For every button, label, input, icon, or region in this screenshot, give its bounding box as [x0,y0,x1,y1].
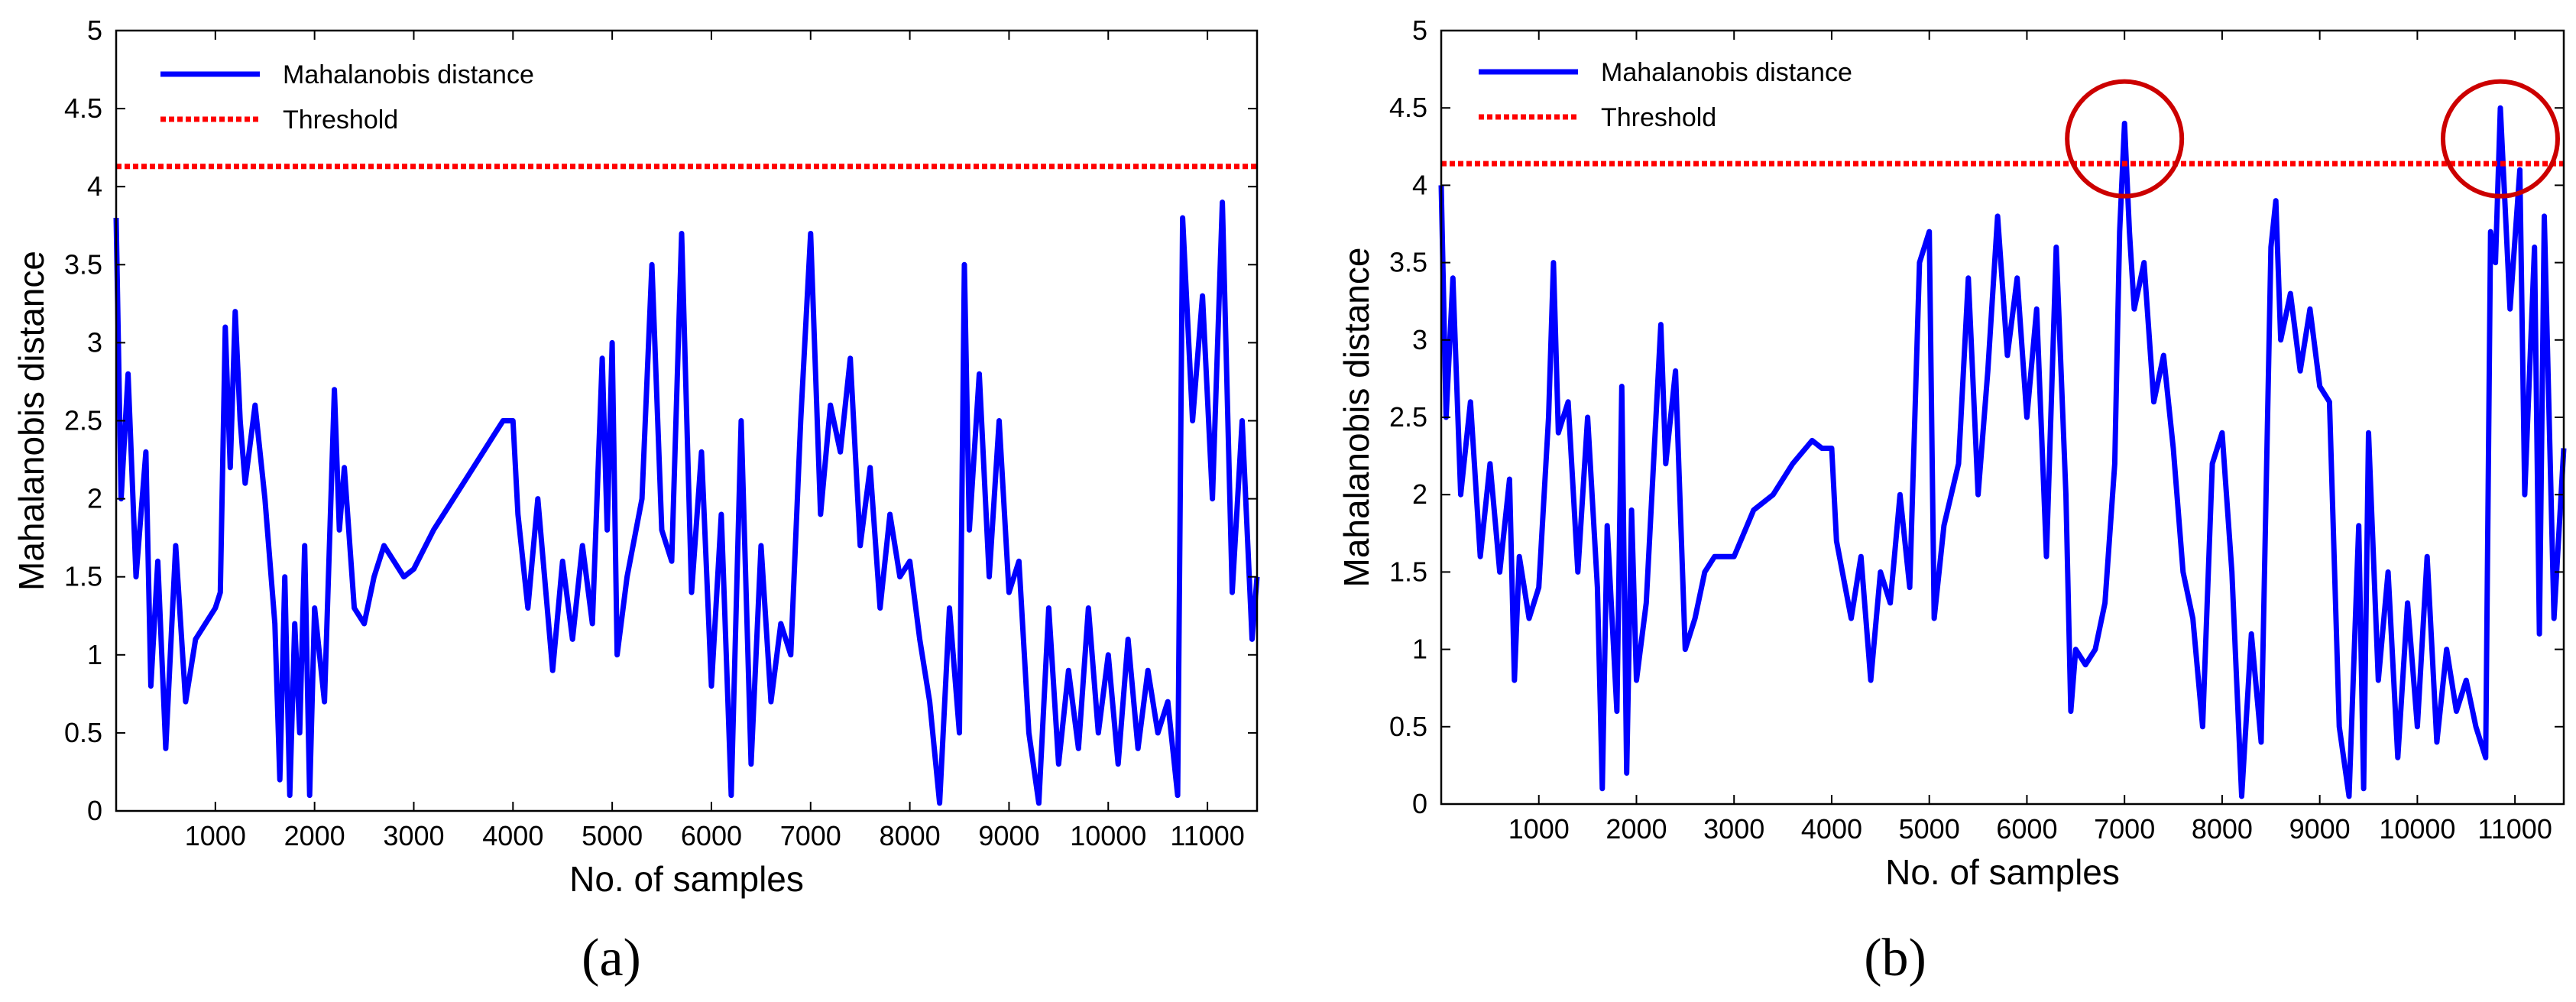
x-tick-label: 9000 [978,820,1039,851]
annotation-circle [2065,79,2185,199]
y-tick-label: 3.5 [1389,247,1427,278]
y-tick-label: 2.5 [1389,401,1427,433]
x-tick-label: 10000 [2379,813,2455,845]
panel-a: 1000 2000 3000 4000 5000 6000 7000 8000 9000 1000… [11,15,1260,987]
x-tick-label: 7000 [2094,813,2155,845]
y-tick-label: 0.5 [1389,711,1427,742]
y-tick-label: 5 [1412,15,1427,46]
x-tick-label: 1000 [1508,813,1570,845]
y-tick-label: 2.5 [64,405,102,436]
x-tick-label: 4000 [482,820,543,851]
x-tick-label: 8000 [880,820,941,851]
y-tick-label: 3 [87,326,102,358]
y-tick-label: 3.5 [64,248,102,280]
y-tick-label: 0.5 [64,717,102,748]
x-tick-label: 6000 [681,820,742,851]
annotation-circle [2440,79,2560,199]
x-tick-label: 2000 [1606,813,1667,845]
x-tick-label: 1000 [185,820,246,851]
y-tick-label: 2 [1412,478,1427,510]
y-tick-label: 0 [1412,788,1427,819]
y-tick-label: 3 [1412,324,1427,355]
legend-label: Threshold [283,105,398,135]
y-tick-label: 4.5 [1389,92,1427,123]
panel-b: 1000 2000 3000 4000 5000 6000 7000 8000 9000 1000… [1337,15,2567,987]
legend-label: Mahalanobis distance [283,60,534,89]
y-tick-label: 4.5 [64,92,102,124]
y-tick-label: 1 [1412,634,1427,665]
legend-label: Mahalanobis distance [1601,58,1852,87]
series-line-mahalanobis-distance [113,199,1260,806]
y-tick-label: 0 [87,795,102,826]
panel-caption: (b) [1864,929,1926,987]
x-tick-label: 5000 [1899,813,1960,845]
legend-label: Threshold [1601,103,1716,132]
x-tick-label: 11000 [1170,820,1244,851]
x-tick-label: 3000 [1703,813,1764,845]
y-tick-label: 1.5 [64,561,102,592]
x-tick-label: 3000 [383,820,444,851]
x-axis-label: No. of samples [1885,852,2120,892]
y-axis-label: Mahalanobis distance [1337,248,1376,588]
x-tick-label: 6000 [1996,813,2057,845]
y-tick-label: 4 [87,170,102,202]
x-tick-label: 7000 [780,820,841,851]
y-tick-label: 1 [87,639,102,670]
x-tick-label: 9000 [2289,813,2351,845]
x-tick-label: 8000 [2192,813,2253,845]
panel-caption: (a) [582,929,641,987]
x-tick-label: 5000 [582,820,643,851]
x-tick-label: 4000 [1801,813,1862,845]
y-tick-label: 5 [87,15,102,46]
y-tick-label: 2 [87,483,102,514]
y-tick-label: 4 [1412,169,1427,200]
x-tick-label: 11000 [2477,813,2552,845]
series-line-mahalanobis-distance [1438,105,2567,799]
y-tick-label: 1.5 [1389,556,1427,587]
x-tick-label: 2000 [284,820,345,851]
x-axis-label: No. of samples [569,859,804,899]
x-tick-label: 10000 [1070,820,1146,851]
y-axis-label: Mahalanobis distance [11,251,51,591]
